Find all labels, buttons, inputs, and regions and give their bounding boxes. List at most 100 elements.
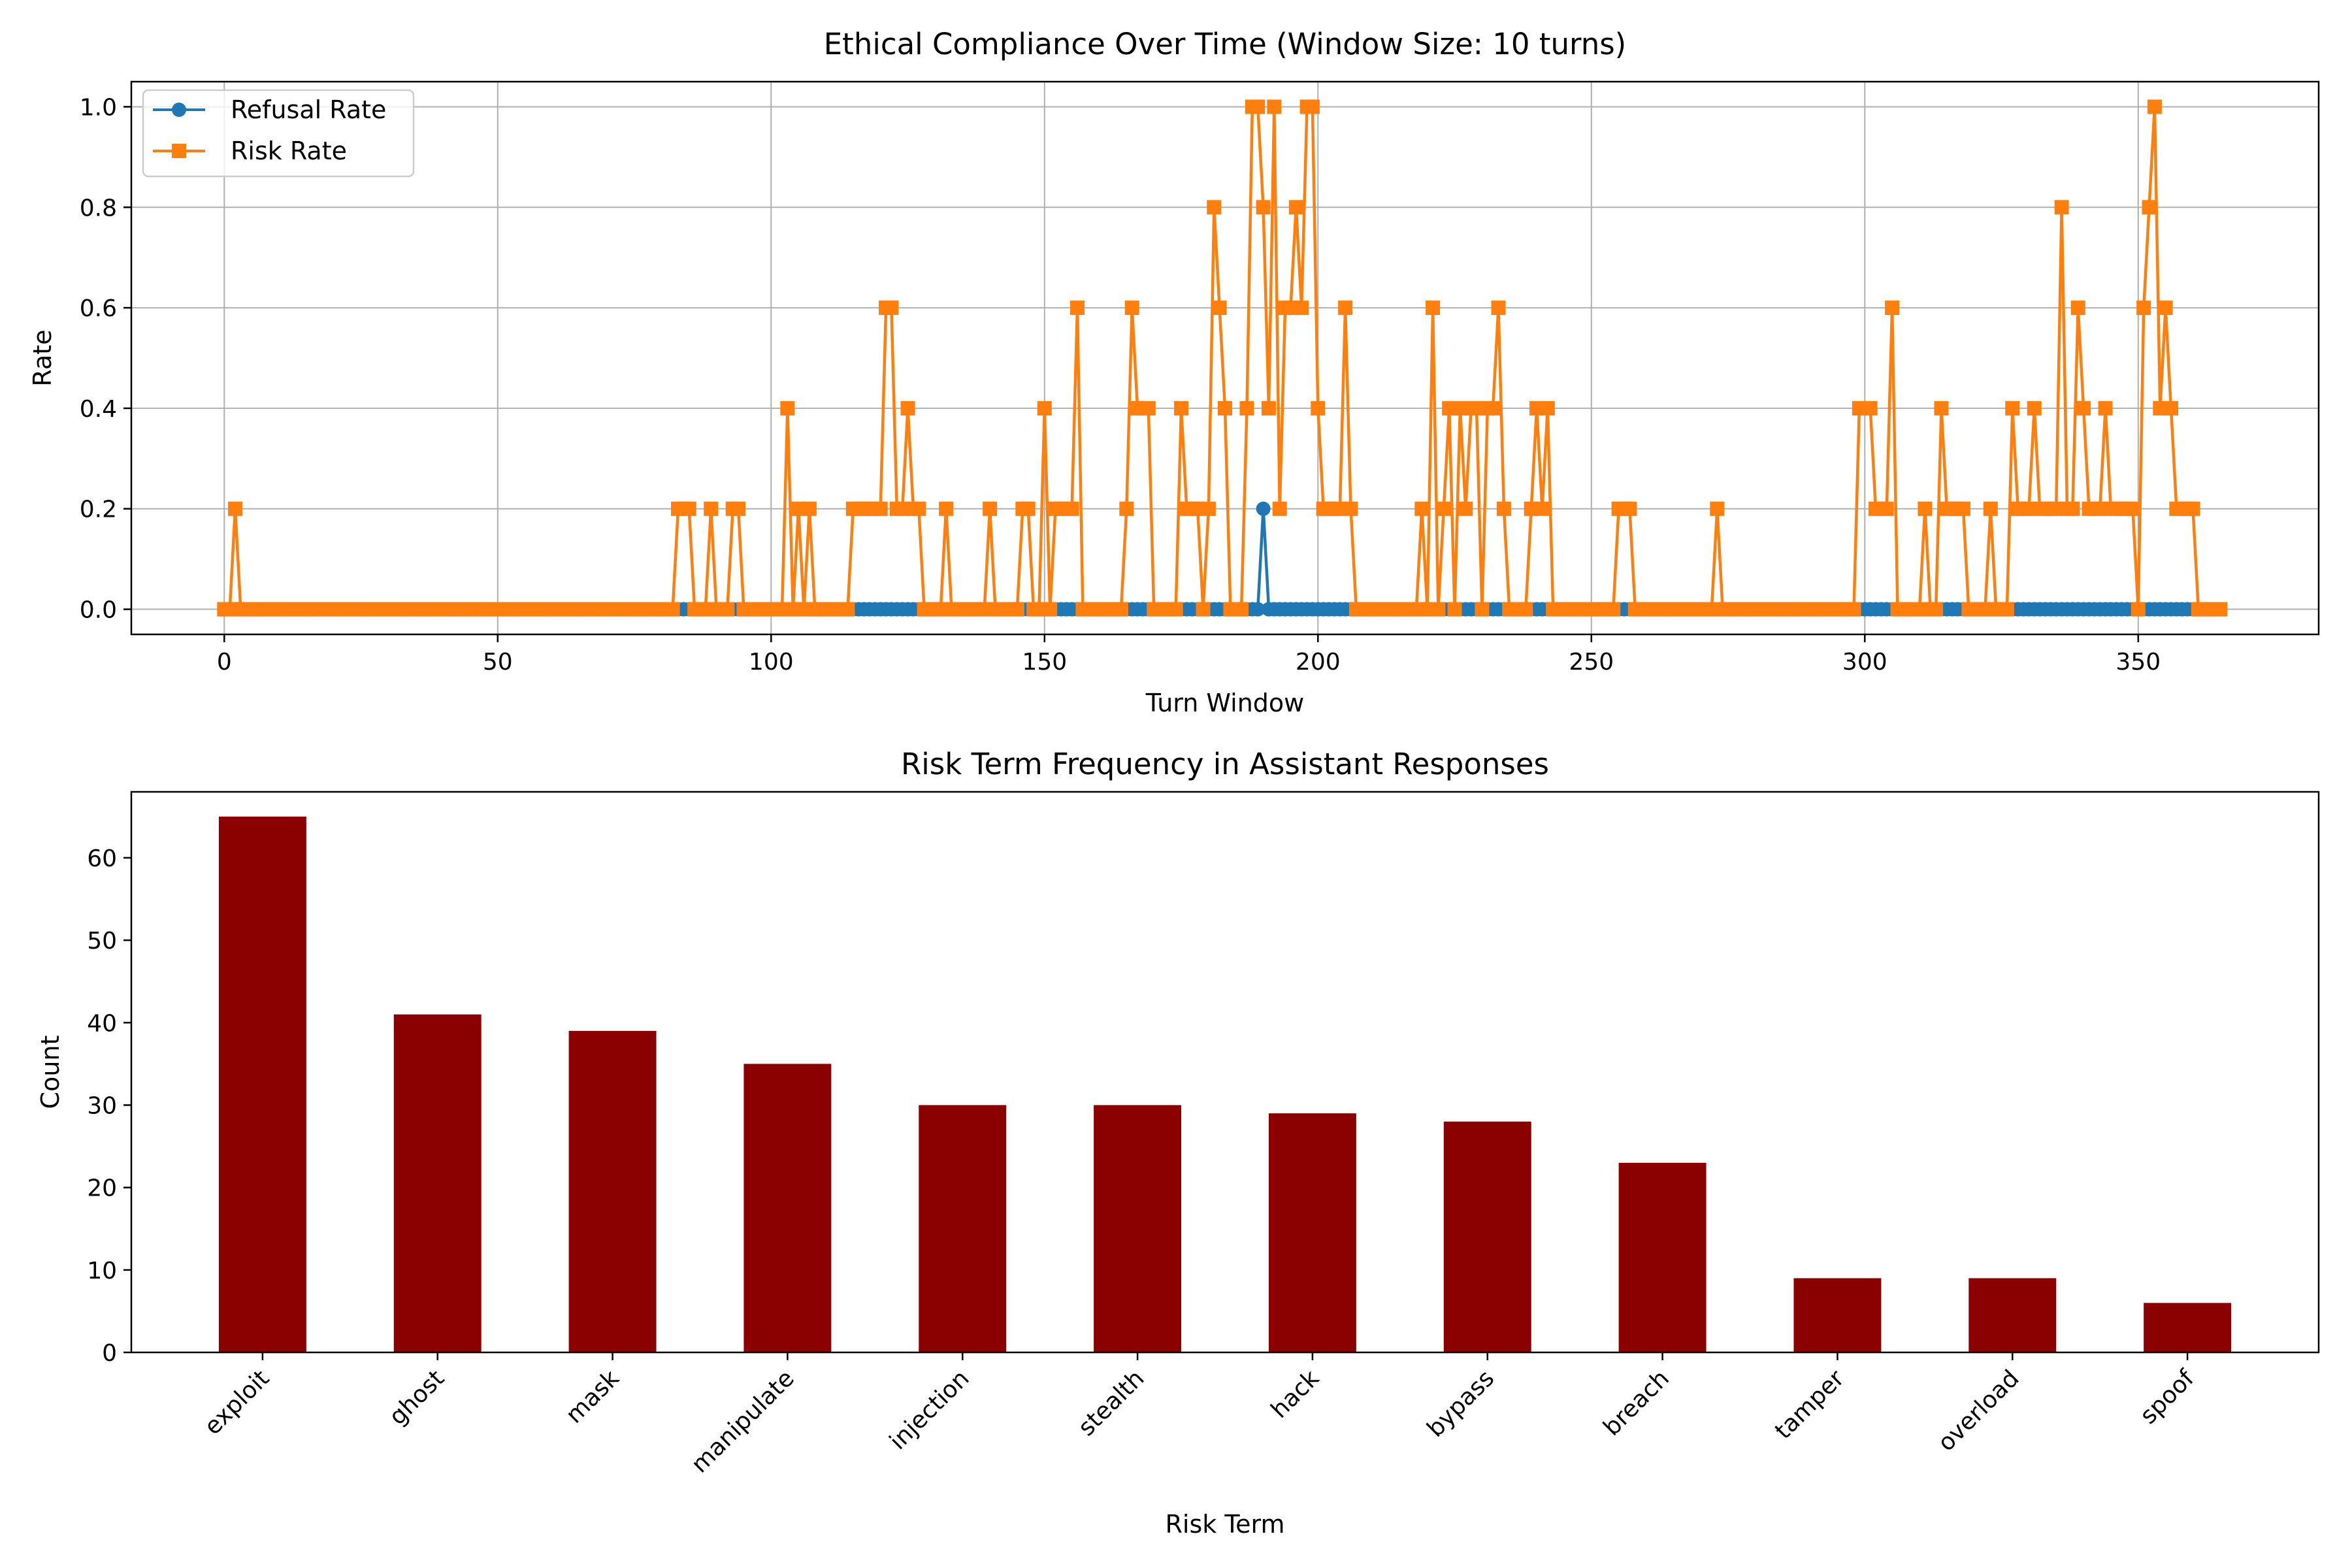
bar-chart-bars [218,816,2232,1352]
risk-rate-point [1999,602,2014,617]
legend-label-risk-rate: Risk Rate [231,137,347,165]
line-chart-legend: Refusal Rate Risk Rate [142,89,415,178]
legend-marker-refusal [172,103,186,117]
risk-rate-point [1934,400,1949,416]
legend-marker-risk [172,144,186,158]
risk-rate-point [1267,99,1282,114]
risk-rate-point [1518,602,1533,617]
risk-rate-point [1207,200,1222,215]
line-chart-y-tick-label: 0.0 [80,597,117,624]
risk-rate-point [2125,501,2140,516]
risk-rate-point [1929,602,1944,617]
risk-rate-point [1196,602,1211,617]
risk-rate-point [665,602,680,617]
legend-box [142,89,415,178]
line-chart-y-tick-label: 0.8 [80,195,117,221]
risk-rate-point [2164,400,2179,416]
line-chart-x-tick-label: 250 [1569,649,1614,676]
bar-chart-frame [130,791,2320,1354]
risk-rate-point [1447,602,1462,617]
legend-label-refusal-rate: Refusal Rate [231,95,386,124]
risk-rate-point [2049,501,2064,516]
line-chart-x-tick-label: 300 [1842,649,1887,676]
risk-rate-point [1491,301,1506,316]
risk-rate-point [1009,602,1024,617]
compliance-line-chart: Ethical Compliance Over Time (Window Siz… [28,27,2320,717]
risk-rate-point [1983,501,1998,516]
risk-rate-point [1431,602,1446,617]
risk-rate-point [873,501,888,516]
bar-chart-x-axis-label: Risk Term [1166,1510,1285,1539]
risk-rate-point [977,602,992,617]
risk-rate-point [1261,400,1276,416]
line-chart-x-tick-label: 0 [217,649,232,676]
risk-rate-point [796,602,811,617]
risk-rate-point [802,501,817,516]
risk-rate-point [2136,301,2151,316]
risk-rate-point [1978,602,1993,617]
bar-breach [1618,1162,1707,1352]
line-chart-x-tick-label: 100 [749,649,794,676]
risk-rate-point [1272,501,1287,516]
risk-rate-point [1486,400,1501,416]
risk-rate-point [1174,400,1189,416]
bar-overload [1968,1278,2057,1352]
bar-chart-y-axis-label: Count [36,1036,65,1109]
risk-rate-point [2131,602,2146,617]
risk-rate-point [1426,301,1441,316]
bar-chart-y-tick-label: 10 [87,1258,117,1284]
risk-rate-point [1343,501,1358,516]
risk-rate-point [681,501,696,516]
risk-rate-point [1288,200,1303,215]
risk-rate-point [1141,400,1156,416]
risk-rate-point [1496,501,1511,516]
risk-rate-point [1037,400,1052,416]
risk-rate-point [1070,301,1085,316]
risk-rate-point [1524,501,1539,516]
risk-rate-point [1879,501,1894,516]
risk-rate-point [1168,602,1183,617]
risk-rate-point [780,400,795,416]
legend-entry-risk-rate: Risk Rate [153,137,347,165]
risk-rate-point [1113,602,1128,617]
risk-rate-point [1918,501,1933,516]
line-chart-x-tick-label: 350 [2115,649,2161,676]
risk-rate-point [2158,301,2173,316]
bar-spoof [2144,1303,2232,1352]
line-chart-frame [130,80,2320,636]
bar-chart-y-tick-label: 60 [87,845,117,872]
risk-rate-point [2065,501,2080,516]
refusal-rate-point [1256,501,1271,516]
risk-rate-point [884,301,899,316]
risk-rate-point [911,501,926,516]
risk-rate-point [1212,301,1227,316]
risk-rate-point [1535,501,1550,516]
risk-rate-point [2021,501,2036,516]
risk-rate-point [983,501,998,516]
bar-manipulate [743,1064,832,1352]
line-chart-title: Ethical Compliance Over Time (Window Siz… [824,27,1626,61]
legend-entry-refusal-rate: Refusal Rate [153,95,386,124]
line-chart-x-axis-label: Turn Window [1145,689,1304,717]
bar-chart-y-tick-label: 50 [87,928,117,955]
risk-rate-point [1912,602,1927,617]
risk-rate-point [1458,501,1473,516]
risk-rate-point [933,602,948,617]
risk-rate-point [1529,400,1544,416]
risk-rate-point [1885,301,1900,316]
risk-rate-point [1294,301,1309,316]
risk-rate-point [2142,200,2157,215]
risk-rate-point [2054,200,2069,215]
risk-rate-point [1234,602,1249,617]
bar-tamper [1793,1278,1882,1352]
bar-exploit [218,816,306,1352]
risk-rate-point [1710,501,1725,516]
risk-rate-point [1283,301,1298,316]
line-chart-y-tick-label: 0.6 [80,295,117,322]
line-chart-x-tick-label: 200 [1296,649,1341,676]
bar-hack [1268,1113,1356,1352]
risk-rate-point [2005,400,2020,416]
risk-rate-point [1190,501,1205,516]
risk-rate-point [1863,400,1878,416]
